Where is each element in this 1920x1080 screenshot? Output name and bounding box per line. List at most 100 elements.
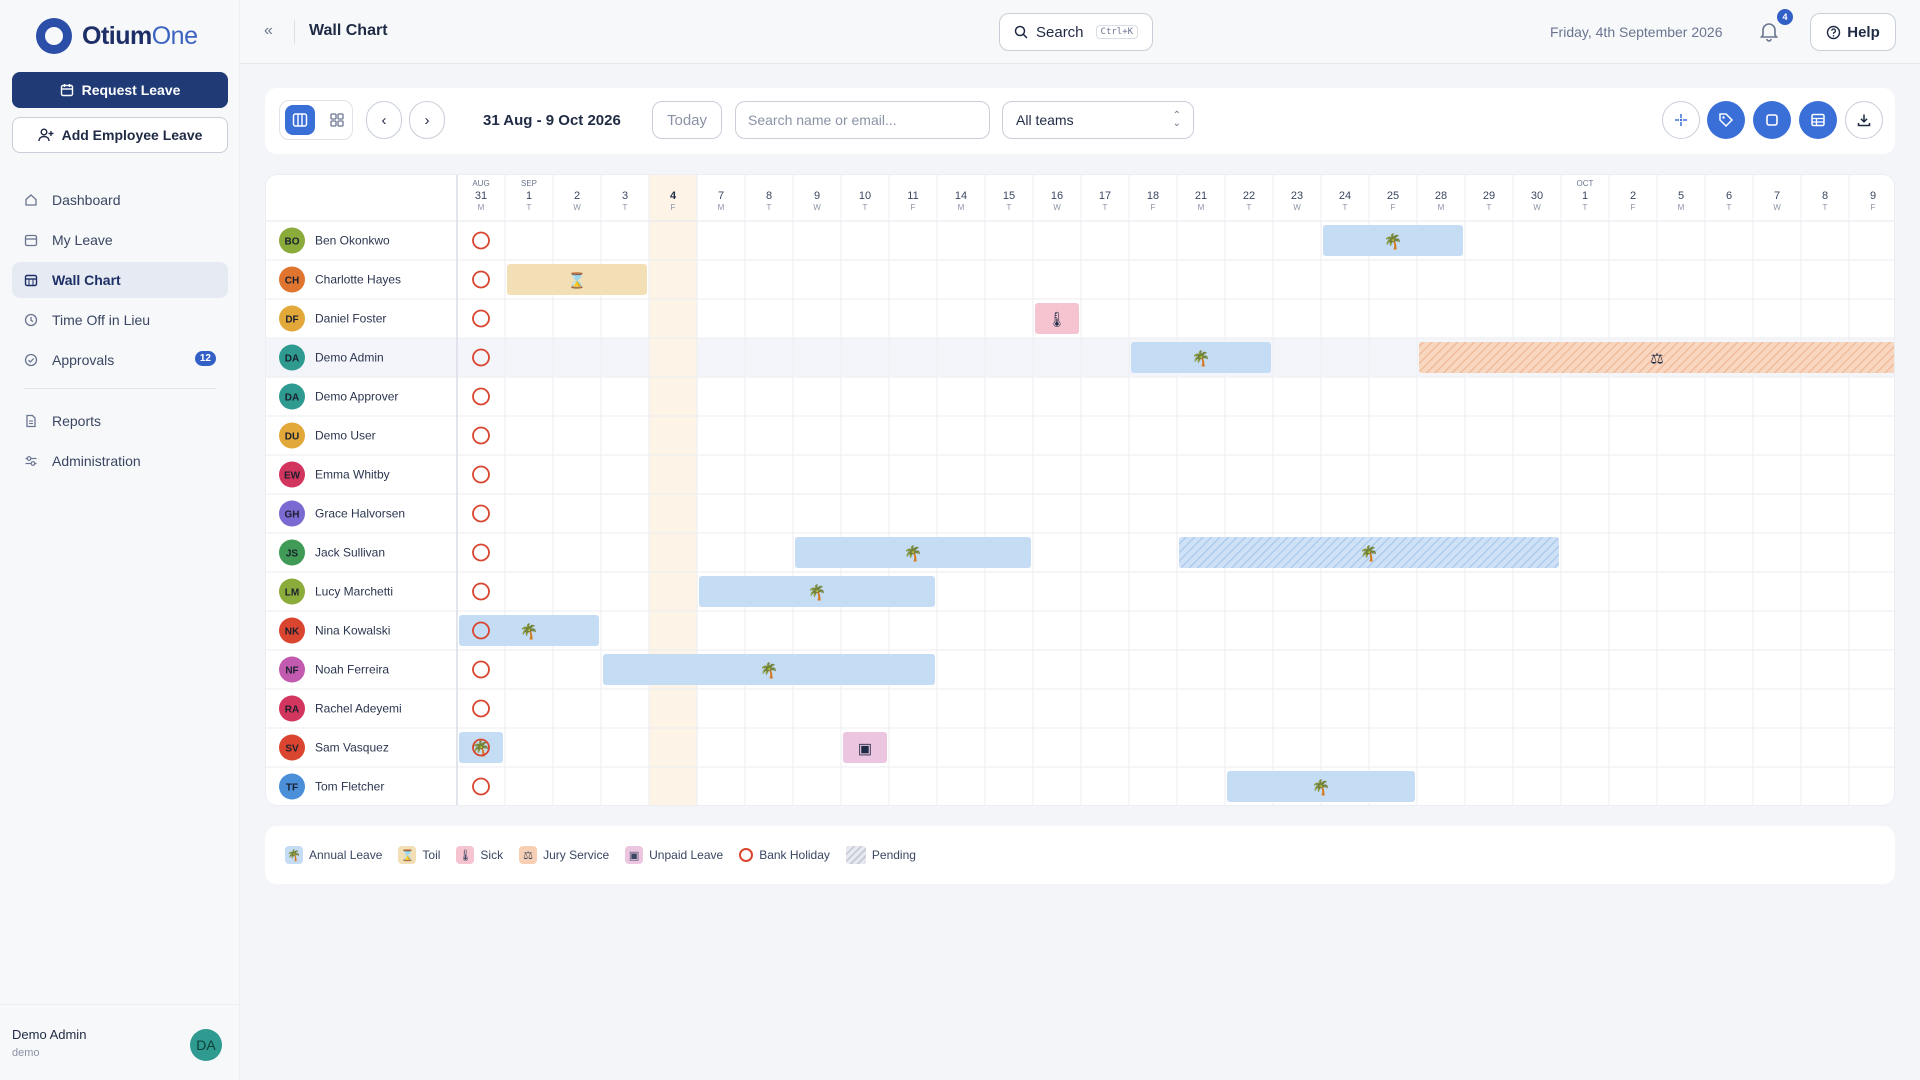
current-date: Friday, 4th September 2026 xyxy=(1550,24,1723,40)
employee-name[interactable]: Charlotte Hayes xyxy=(315,273,401,287)
table-view-button[interactable] xyxy=(1799,101,1837,139)
avatar[interactable] xyxy=(279,422,305,449)
annual-leave-bar[interactable] xyxy=(603,654,935,685)
avatar[interactable] xyxy=(279,617,305,644)
annual-leave-bar[interactable] xyxy=(795,537,1031,568)
today-button[interactable]: Today xyxy=(652,101,722,139)
sparkle-button[interactable] xyxy=(1662,101,1700,139)
current-user[interactable]: Demo Admin demo DA xyxy=(0,1004,240,1080)
annual-leave-bar[interactable] xyxy=(1131,342,1271,373)
sidebar-item-approvals[interactable]: Approvals 12 xyxy=(12,342,228,378)
weekday-label: T xyxy=(1487,203,1492,212)
sliders-icon xyxy=(24,454,38,468)
compact-view-button[interactable] xyxy=(1753,101,1791,139)
employee-name[interactable]: Demo Approver xyxy=(315,390,398,404)
columns-view-button[interactable] xyxy=(285,105,315,135)
avatar[interactable] xyxy=(279,578,305,605)
grid-view-button[interactable] xyxy=(323,105,353,135)
employee-name[interactable]: Jack Sullivan xyxy=(315,546,385,560)
palm-tree-icon: 🌴 xyxy=(760,662,779,680)
toil-bar[interactable] xyxy=(507,264,647,295)
weekday-label: F xyxy=(1151,203,1156,212)
avatar[interactable] xyxy=(279,344,305,371)
bell-icon[interactable] xyxy=(1758,20,1780,42)
avatar[interactable] xyxy=(279,383,305,410)
add-employee-leave-button[interactable]: Add Employee Leave xyxy=(12,117,228,153)
annual-leave-bar[interactable] xyxy=(1323,225,1463,256)
weekday-label: F xyxy=(1871,203,1876,212)
day-number: 8 xyxy=(766,190,772,202)
chevron-right-icon: › xyxy=(424,111,430,129)
weekday-label: T xyxy=(863,203,868,212)
avatar[interactable] xyxy=(279,695,305,722)
previous-period-button[interactable]: ‹ xyxy=(366,101,402,139)
avatar[interactable] xyxy=(279,773,305,800)
bank-holiday-marker xyxy=(472,777,490,796)
collapse-sidebar-icon[interactable]: « xyxy=(264,22,273,39)
avatar[interactable] xyxy=(279,266,305,293)
sidebar-item-dashboard[interactable]: Dashboard xyxy=(12,182,228,218)
pending-annual-leave-bar[interactable] xyxy=(1179,537,1559,568)
help-button[interactable]: Help xyxy=(1810,13,1896,51)
team-filter-select[interactable]: All teams ⌃ ⌄ xyxy=(1002,101,1194,139)
employee-name[interactable]: Rachel Adeyemi xyxy=(315,702,402,716)
notification-badge: 4 xyxy=(1777,9,1793,25)
sidebar-item-administration[interactable]: Administration xyxy=(12,443,228,479)
employee-name[interactable]: Emma Whitby xyxy=(315,468,390,482)
avatar[interactable] xyxy=(279,305,305,332)
sidebar-item-my-leave[interactable]: My Leave xyxy=(12,222,228,258)
avatar[interactable] xyxy=(279,734,305,761)
app-logo[interactable]: OtiumOne xyxy=(36,18,198,54)
employee-name[interactable]: Grace Halvorsen xyxy=(315,507,405,521)
global-search-button[interactable]: Search Ctrl+K xyxy=(999,13,1153,51)
annual-leave-bar[interactable] xyxy=(459,732,503,763)
employee-name[interactable]: Daniel Foster xyxy=(315,312,386,326)
sidebar-item-time-off-in-lieu[interactable]: Time Off in Lieu xyxy=(12,302,228,338)
avatar[interactable] xyxy=(279,656,305,683)
day-number: 21 xyxy=(1195,190,1207,202)
download-button[interactable] xyxy=(1845,101,1883,139)
employee-name[interactable]: Tom Fletcher xyxy=(315,780,384,794)
employee-name[interactable]: Nina Kowalski xyxy=(315,624,390,638)
legend-pending: Pending xyxy=(845,846,916,864)
annual-leave-bar[interactable] xyxy=(459,615,599,646)
weekday-label: T xyxy=(767,203,772,212)
employee-name[interactable]: Noah Ferreira xyxy=(315,663,389,677)
avatar[interactable] xyxy=(279,227,305,254)
employee-name[interactable]: Demo Admin xyxy=(315,351,384,365)
employee-name[interactable]: Demo User xyxy=(315,429,376,443)
bank-holiday-marker xyxy=(472,660,490,679)
month-label: SEP xyxy=(521,179,537,188)
weekday-label: T xyxy=(1583,203,1588,212)
view-toggle xyxy=(279,100,353,140)
next-period-button[interactable]: › xyxy=(409,101,445,139)
wall-chart-grid: AUG 31 M SEP 1 T 2 W 3 T 4 F 7 M 8 T 9 W 10 T 11 F 14 M 15 T 16 W 17… xyxy=(265,174,1895,806)
day-number: 16 xyxy=(1051,190,1063,202)
sidebar-item-reports[interactable]: Reports xyxy=(12,403,228,439)
avatar[interactable]: DA xyxy=(190,1029,222,1061)
sick-leave-bar[interactable] xyxy=(1035,303,1079,334)
request-leave-button[interactable]: Request Leave xyxy=(12,72,228,108)
legend-label: Bank Holiday xyxy=(759,848,830,862)
day-number: 9 xyxy=(814,190,820,202)
employee-name[interactable]: Lucy Marchetti xyxy=(315,585,393,599)
annual-leave-bar[interactable] xyxy=(699,576,935,607)
day-number: 11 xyxy=(907,190,918,202)
day-number: 17 xyxy=(1099,190,1111,202)
calendar-grid-icon xyxy=(24,273,38,287)
day-number: 5 xyxy=(1678,190,1684,202)
avatar[interactable] xyxy=(279,539,305,566)
pending-jury-service-bar[interactable] xyxy=(1419,342,1895,373)
name-search-input[interactable] xyxy=(735,101,990,139)
tag-filter-button[interactable] xyxy=(1707,101,1745,139)
unpaid-leave-bar[interactable] xyxy=(843,732,887,763)
avatar[interactable] xyxy=(279,500,305,527)
request-leave-label: Request Leave xyxy=(81,82,181,98)
sidebar-item-wall-chart[interactable]: Wall Chart xyxy=(12,262,228,298)
annual-leave-bar[interactable] xyxy=(1227,771,1415,802)
avatar[interactable] xyxy=(279,461,305,488)
employee-name[interactable]: Sam Vasquez xyxy=(315,741,389,755)
user-role: demo xyxy=(12,1047,40,1059)
employee-name[interactable]: Ben Okonkwo xyxy=(315,234,390,248)
weekday-label: T xyxy=(1727,203,1732,212)
